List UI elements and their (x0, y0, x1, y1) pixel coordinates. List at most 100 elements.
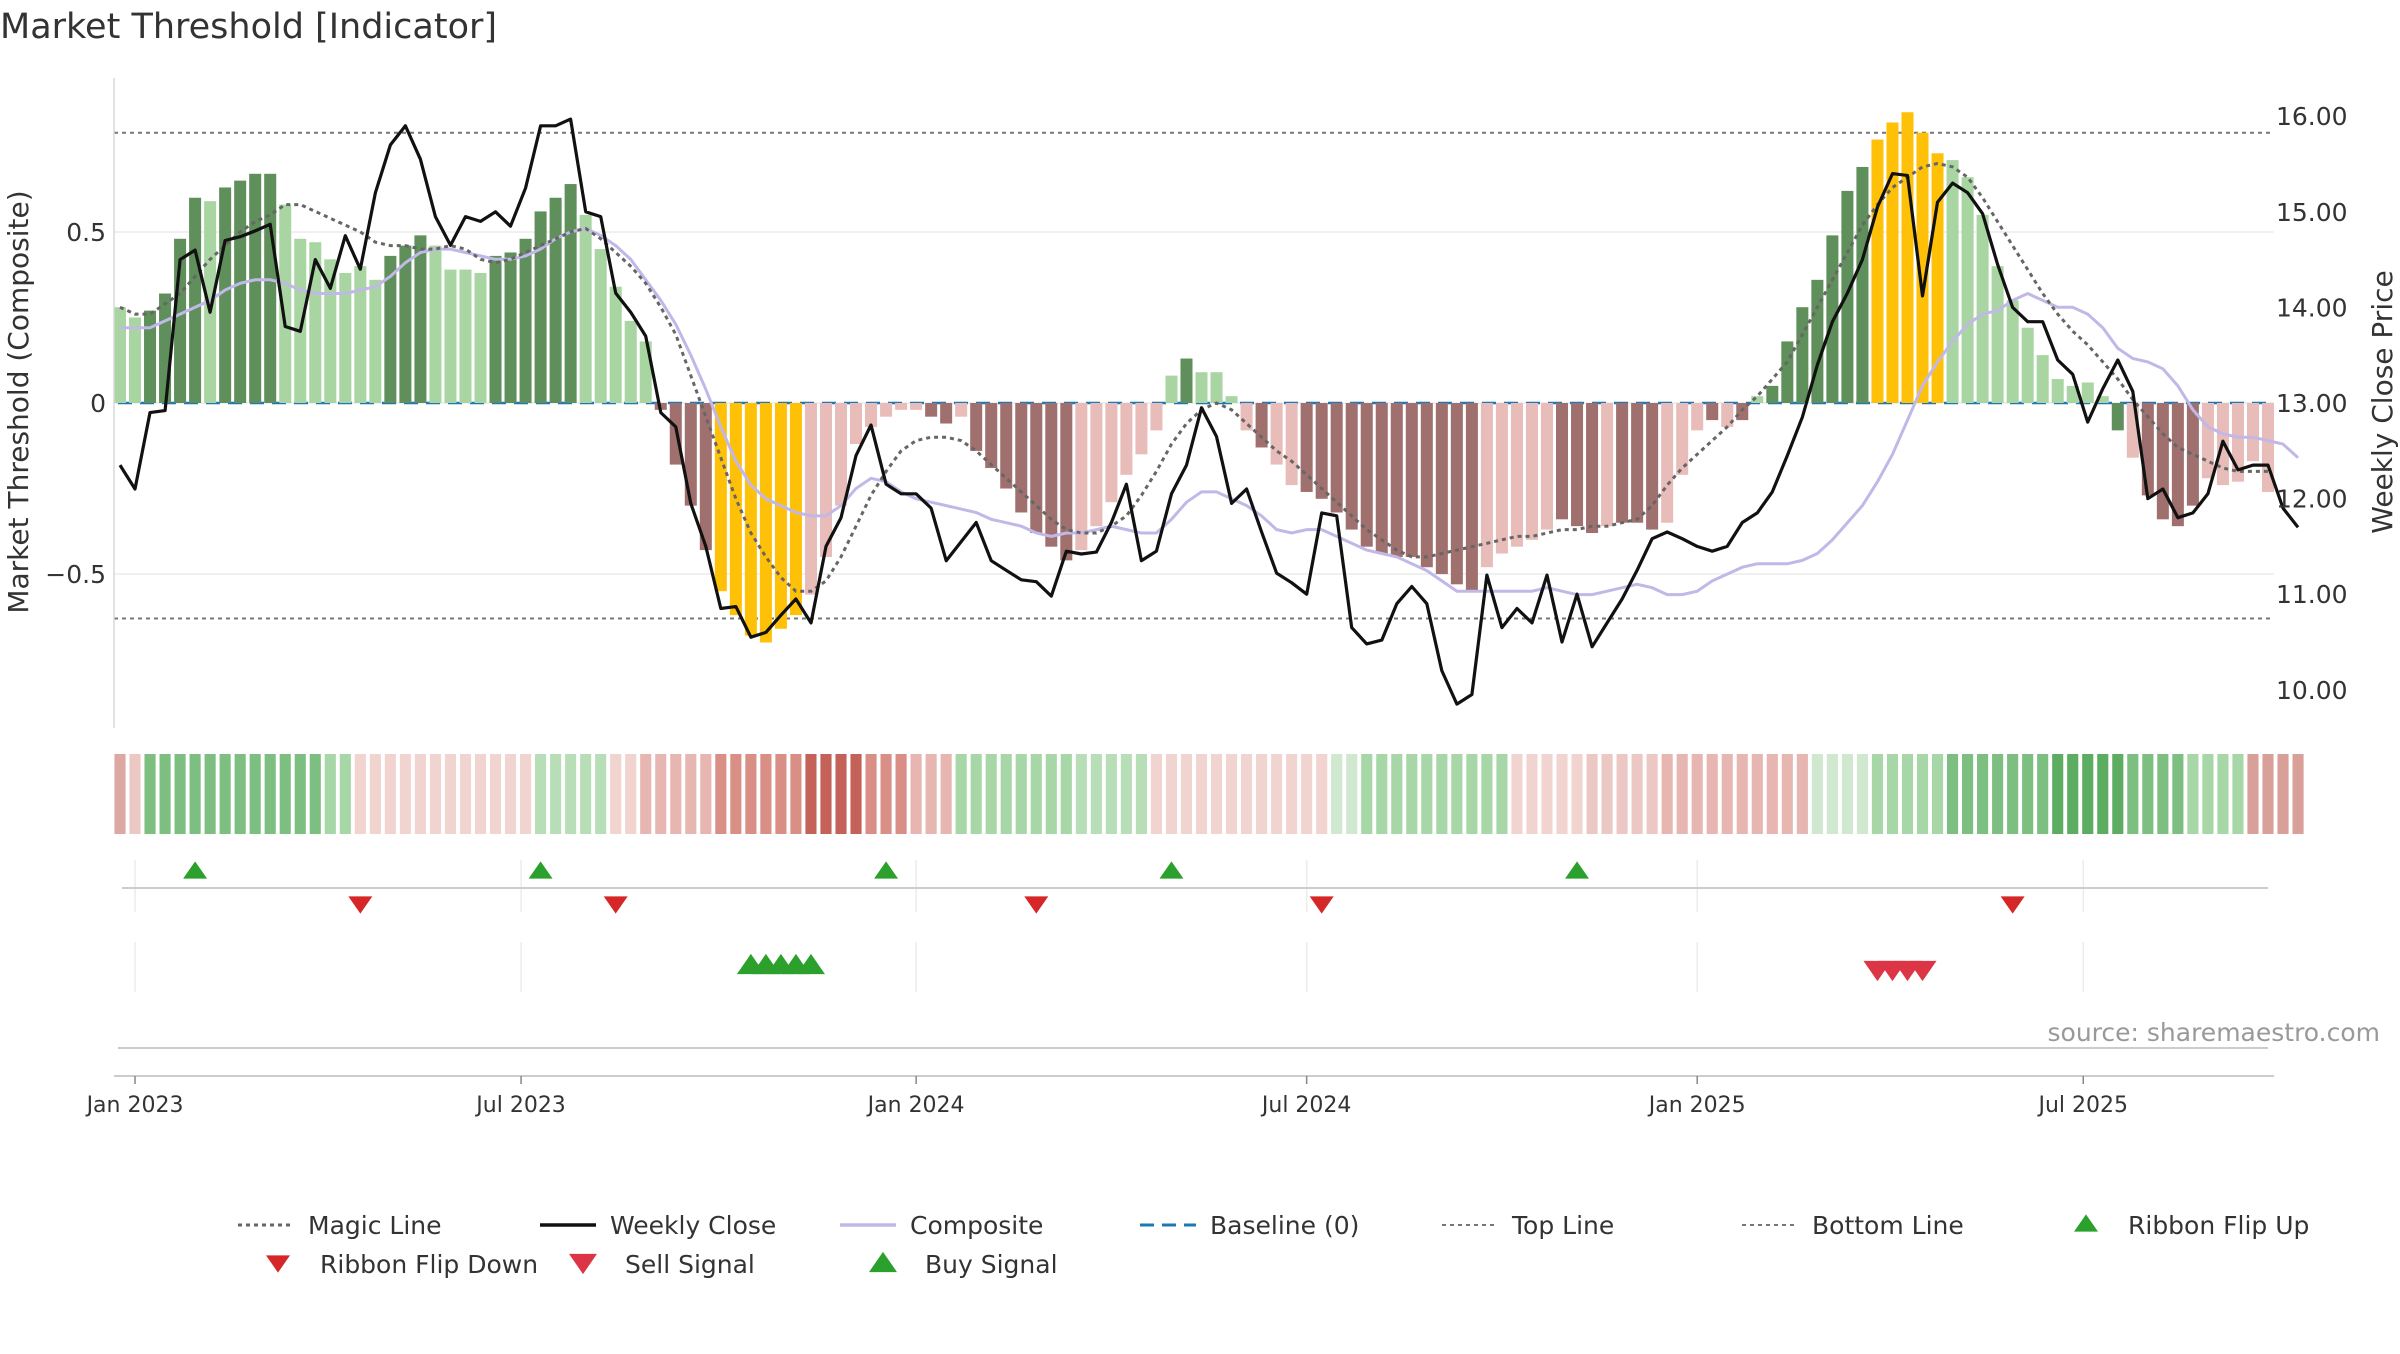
ribbon-cell-4 (174, 754, 186, 834)
ribbon-cell-144 (2277, 754, 2289, 834)
ribbon-flip-down-marker-3 (1309, 896, 1334, 914)
composite-bar-10 (264, 173, 277, 403)
ribbon-cell-122 (1947, 754, 1959, 834)
ribbon-cell-14 (324, 754, 336, 834)
composite-bar-123 (1961, 177, 1974, 403)
ribbon-cell-90 (1466, 754, 1478, 834)
y-tick-left-2: −0.5 (45, 560, 106, 589)
ribbon-cell-102 (1646, 754, 1658, 834)
composite-bar-78 (1285, 403, 1298, 486)
composite-bar-124 (1976, 214, 1989, 403)
ribbon-cell-26 (504, 754, 517, 834)
x-tick-label-3: Jul 2024 (1260, 1093, 1352, 1118)
x-tick-label-5: Jul 2025 (2036, 1093, 2128, 1118)
legend-swatch-buy (869, 1251, 897, 1273)
ribbon-cell-11 (279, 754, 291, 834)
composite-bar-82 (1345, 403, 1358, 530)
ribbon-cell-7 (219, 754, 231, 834)
ribbon-cell-10 (264, 754, 276, 834)
ribbon-cell-13 (309, 754, 321, 834)
ribbon-flip-down-marker-4 (2000, 896, 2025, 914)
buy-signal-marker-4 (796, 953, 825, 975)
composite-bar-18 (384, 255, 397, 403)
composite-bar-21 (429, 245, 442, 403)
ribbon-cell-43 (760, 754, 772, 834)
y-tick-left-0: 0.5 (66, 218, 106, 247)
ribbon-cell-140 (2217, 754, 2229, 834)
composite-bar-132 (2096, 396, 2109, 403)
ribbon-cell-17 (369, 754, 381, 834)
composite-bar-2 (144, 310, 157, 403)
composite-bar-40 (714, 403, 727, 592)
composite-bar-0 (113, 307, 127, 403)
ribbon-cell-68 (1135, 754, 1147, 834)
source-note: source: sharemaestro.com (2048, 1018, 2381, 1047)
composite-bar-127 (2021, 327, 2034, 403)
legend-swatch-sell (569, 1253, 597, 1275)
ribbon-cell-1 (129, 754, 141, 834)
composite-bar-116 (1856, 166, 1869, 403)
composite-bar-26 (504, 252, 517, 403)
ribbon-cell-45 (790, 754, 802, 834)
composite-bar-28 (534, 211, 547, 403)
ribbon-cell-54 (925, 754, 937, 834)
ribbon-cell-15 (339, 754, 351, 834)
y-tick-right-6: 10.00 (2276, 676, 2348, 705)
composite-bar-13 (309, 242, 322, 403)
composite-bar-67 (1120, 403, 1133, 475)
composite-bar-65 (1090, 403, 1103, 527)
ribbon-cell-81 (1331, 754, 1343, 834)
composite-bar-88 (1435, 403, 1448, 575)
composite-bar-9 (249, 173, 262, 403)
ribbon-cell-142 (2247, 754, 2259, 834)
ribbon-cell-16 (354, 754, 366, 834)
ribbon-cell-105 (1691, 754, 1703, 834)
legend-label-bottom: Bottom Line (1812, 1211, 1964, 1240)
legend-label-composite: Composite (910, 1211, 1043, 1240)
composite-bar-101 (1631, 403, 1644, 523)
ribbon-cell-131 (2082, 754, 2094, 834)
composite-bar-12 (294, 238, 307, 403)
ribbon-cell-78 (1286, 754, 1298, 834)
ribbon-cell-2 (144, 754, 156, 834)
x-tick-label-2: Jan 2024 (866, 1093, 965, 1118)
composite-bar-49 (850, 403, 863, 445)
composite-bar-84 (1375, 403, 1388, 554)
ribbon-cell-141 (2232, 754, 2244, 834)
ribbon-cell-49 (850, 754, 862, 834)
ribbon-cell-129 (2052, 754, 2064, 834)
composite-line (120, 226, 2300, 597)
ribbon-cell-115 (1841, 754, 1853, 834)
ribbon-cell-8 (234, 754, 246, 834)
ribbon-flip-down-marker-2 (1024, 896, 1049, 914)
composite-bar-56 (955, 403, 968, 417)
composite-bar-120 (1916, 132, 1929, 403)
ribbon-cell-65 (1090, 754, 1102, 834)
composite-bar-32 (594, 249, 607, 403)
ribbon-cell-74 (1225, 754, 1238, 834)
composite-bar-128 (2036, 355, 2049, 403)
ribbon-cell-66 (1105, 754, 1117, 834)
ribbon-cell-69 (1150, 754, 1163, 834)
composite-bar-103 (1661, 403, 1674, 523)
ribbon-cell-133 (2112, 754, 2124, 834)
x-tick-label-0: Jan 2023 (85, 1093, 184, 1118)
ribbon-flip-up-marker-2 (874, 861, 899, 879)
composite-bar-136 (2156, 403, 2169, 520)
composite-bar-79 (1300, 403, 1313, 492)
composite-bar-142 (2246, 403, 2259, 462)
ribbon-cell-91 (1481, 754, 1493, 834)
composite-bar-130 (2066, 385, 2079, 403)
composite-bar-83 (1360, 403, 1373, 547)
composite-bar-71 (1180, 358, 1193, 403)
composite-bar-110 (1766, 385, 1779, 403)
ribbon-cell-135 (2142, 754, 2154, 834)
composite-bar-80 (1315, 403, 1328, 499)
composite-bar-19 (399, 245, 412, 403)
ribbon-cell-106 (1706, 754, 1718, 834)
ribbon-cell-137 (2172, 754, 2184, 834)
composite-bar-85 (1390, 403, 1403, 557)
ribbon-cell-32 (595, 754, 607, 834)
ribbon-cell-27 (520, 754, 532, 834)
ribbon-cell-120 (1916, 754, 1929, 834)
